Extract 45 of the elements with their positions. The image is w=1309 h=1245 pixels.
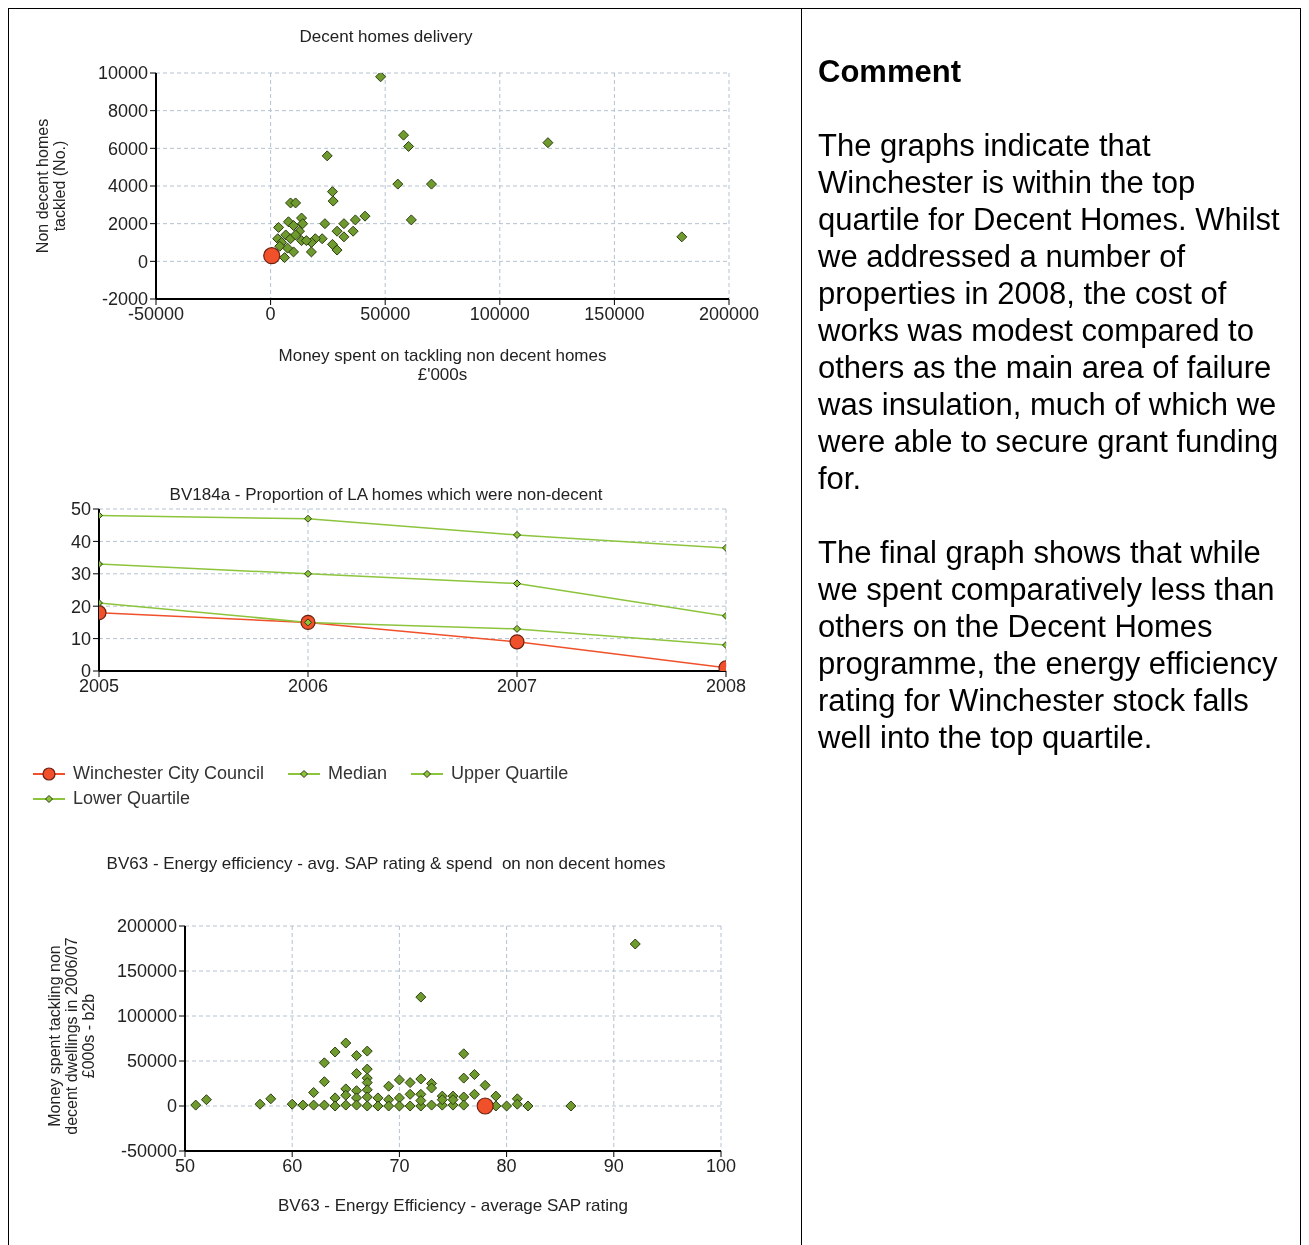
y-tick-label: 200000 (116, 916, 177, 937)
y-tick-label: 4000 (107, 176, 148, 197)
x-tick-label: 50000 (360, 303, 411, 324)
chart-title: BV184a - Proportion of LA homes which were non-decent (169, 485, 603, 504)
x-tick-label: 150000 (584, 303, 645, 324)
y-tick-label: 20 (70, 596, 91, 617)
x-tick-label: 0 (265, 303, 276, 324)
text: The graphs indicate that Winchester is within the top quartile for Decent Homes. Whilst we addressed a number of properties in 2008, the cost of works was modest compared to others as the main area of failure was insulation, much of which we were able to secure grant funding for. (818, 128, 1280, 496)
y-tick-label: 2000 (107, 214, 148, 235)
legend-label: Lower Quartile (73, 788, 191, 809)
y-tick-label: -50000 (120, 1141, 177, 1162)
y-tick-label: 30 (70, 564, 91, 585)
y-tick-label: 50000 (126, 1051, 177, 1072)
y-tick-label: 0 (137, 251, 148, 272)
x-tick-label: 70 (389, 1155, 410, 1176)
y-tick-label: 6000 (107, 138, 148, 159)
x-tick-label: 2008 (705, 675, 747, 696)
chart-title: BV63 - Energy efficiency - avg. SAP rating & spend on non decent homes (105, 854, 667, 874)
y-tick-label: 150000 (116, 961, 177, 982)
chart-title: Decent homes delivery (298, 27, 474, 47)
x-tick-label: 80 (496, 1155, 517, 1176)
x-axis-title: BV63 - Energy Efficiency - average SAP rating (277, 1196, 629, 1215)
y-axis-title: Non decent homes tackled (No.) (34, 117, 68, 256)
x-tick-label: 50 (174, 1155, 196, 1176)
y-tick-label: 10 (70, 628, 91, 649)
y-tick-label: 10000 (97, 63, 148, 84)
x-tick-label: 100 (705, 1155, 737, 1176)
legend-label: Median (328, 763, 388, 784)
y-axis-title: Money spent tackling non decent dwellings in 2006/07 £000s - b2b (45, 936, 97, 1136)
x-tick-label: 60 (282, 1155, 303, 1176)
x-axis-title: Money spent on tackling non decent homes £'000s (277, 346, 608, 384)
x-tick-label: 2007 (496, 675, 538, 696)
x-tick-label: 100000 (469, 303, 530, 324)
y-tick-label: 0 (166, 1096, 177, 1117)
legend-label: Upper Quartile (451, 763, 569, 784)
x-tick-label: 2006 (287, 675, 329, 696)
legend-label: Winchester City Council (73, 763, 265, 784)
y-tick-label: 50 (70, 499, 91, 520)
text: Comment (818, 53, 962, 90)
x-tick-label: 200000 (698, 303, 760, 324)
y-tick-label: 40 (70, 531, 91, 552)
x-tick-label: 90 (603, 1155, 624, 1176)
y-tick-label: 100000 (116, 1006, 177, 1027)
text: The final graph shows that while we spent comparatively less than others on the Decent Homes programme, the energy efficiency rating for Winchester stock falls well into the top quartile. (818, 534, 1279, 756)
y-tick-label: 8000 (107, 101, 148, 122)
